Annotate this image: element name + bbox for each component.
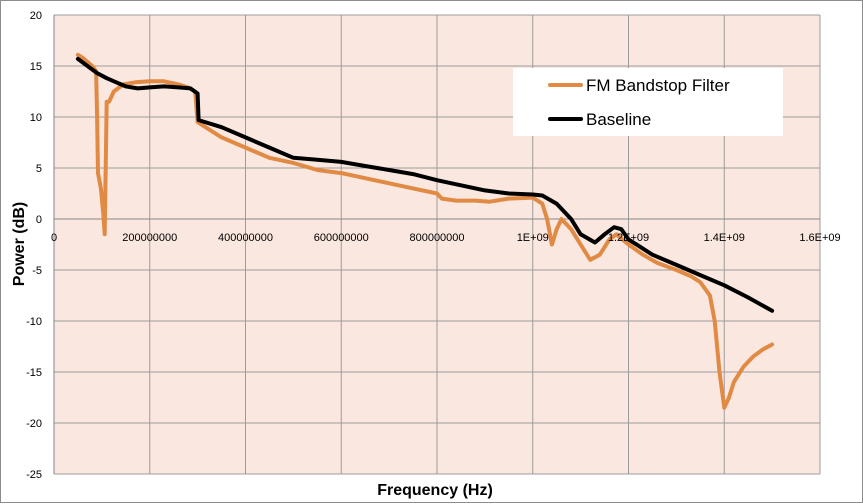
y-axis-title: Power (dB): [11, 202, 28, 286]
x-tick-label: 1.6E+09: [799, 232, 840, 244]
x-tick-label: 400000000: [218, 232, 273, 244]
legend-label-baseline: Baseline: [586, 110, 651, 129]
y-tick-label: 0: [36, 214, 42, 226]
series-line-baseline: [75, 56, 775, 313]
y-tick-label: -10: [26, 316, 42, 328]
legend: FM Bandstop Filter Baseline: [513, 68, 783, 136]
y-tick-label: -15: [26, 367, 42, 379]
x-tick-label: 1.4E+09: [704, 232, 745, 244]
y-tick-label: -25: [26, 469, 42, 481]
x-tick-label: 200000000: [122, 232, 177, 244]
y-tick-label: 10: [30, 112, 42, 124]
x-tick-label: 0: [51, 232, 57, 244]
x-tick-label: 800000000: [409, 232, 464, 244]
tick-labels: 20 15 10 5 0 -5 -10 -15 -20 -25 0 200000000 40000000…: [26, 10, 841, 481]
y-tick-label: -20: [26, 418, 42, 430]
legend-label-fm-bandstop-filter: FM Bandstop Filter: [586, 76, 730, 95]
y-tick-label: -5: [32, 265, 42, 277]
y-tick-label: 15: [30, 61, 42, 73]
y-tick-label: 5: [36, 163, 42, 175]
x-tick-label: 1E+09: [517, 232, 549, 244]
series-line-fm-bandstop-filter: [75, 52, 775, 410]
x-tick-label: 1.2E+09: [608, 232, 649, 244]
x-axis-title: Frequency (Hz): [377, 482, 493, 499]
x-tick-label: 600000000: [314, 232, 369, 244]
legend-box: [513, 68, 783, 136]
series-layer: [75, 52, 775, 410]
y-tick-label: 20: [30, 10, 42, 22]
